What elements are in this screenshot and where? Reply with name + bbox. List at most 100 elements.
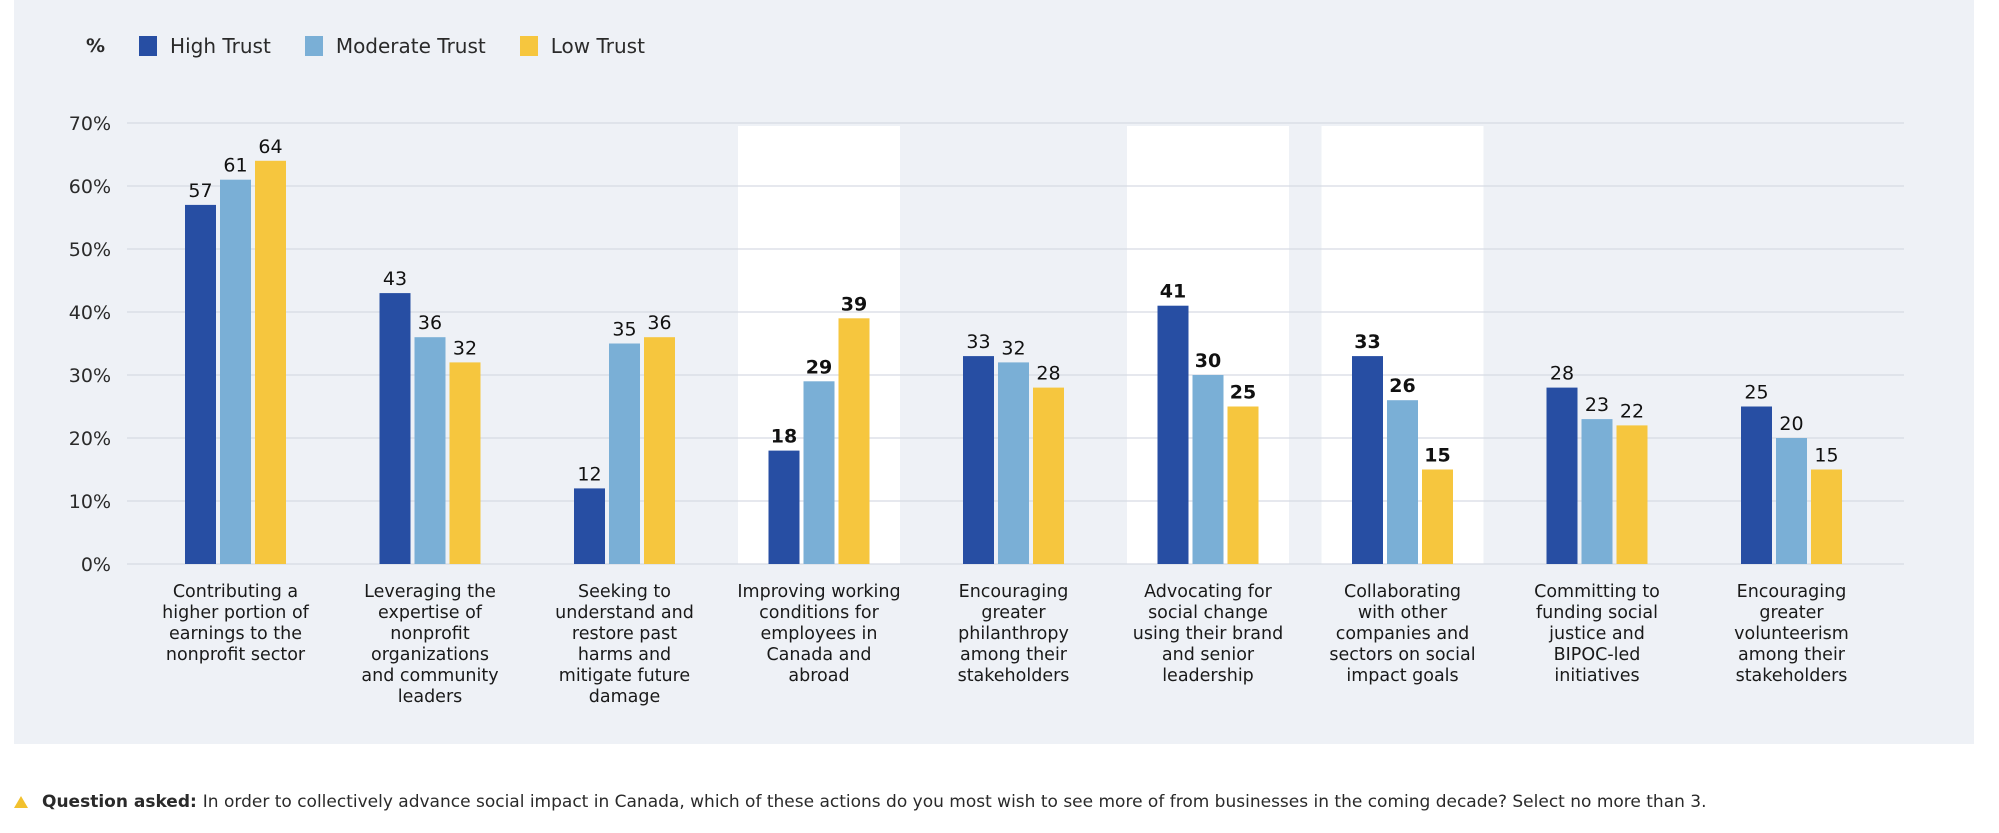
value-label-moderate-0: 61	[223, 155, 247, 177]
category-label-4: Encouraging greater philanthropy among thei…	[958, 582, 1070, 686]
value-label-high-6: 33	[1354, 331, 1380, 353]
value-label-moderate-5: 30	[1195, 350, 1221, 372]
legend-item-high-trust: High Trust	[139, 34, 271, 58]
value-label-moderate-4: 32	[1001, 337, 1025, 359]
category-label-line: Contributing a	[173, 582, 298, 602]
question-label: Question asked:	[42, 792, 197, 812]
category-label-line: conditions for	[759, 603, 879, 623]
category-label-line: nonprofit sector	[166, 645, 306, 665]
category-label-0: Contributing a higher portion of earnings …	[162, 582, 309, 665]
category-label-line: using their brand	[1133, 624, 1283, 644]
category-label-line: stakeholders	[958, 666, 1070, 686]
category-label-line: leaders	[398, 687, 463, 707]
bar-moderate-5	[1192, 375, 1224, 564]
value-label-moderate-2: 35	[612, 319, 636, 341]
value-label-low-6: 15	[1424, 445, 1450, 467]
value-label-high-0: 57	[188, 180, 212, 202]
category-label-line: restore past	[572, 624, 677, 644]
bar-low-4	[1033, 387, 1064, 564]
y-tick-label: 30%	[69, 365, 111, 387]
bar-high-8	[1741, 406, 1772, 564]
category-label-line: damage	[589, 687, 660, 707]
bar-moderate-0	[220, 179, 251, 564]
category-label-line: employees in	[760, 624, 877, 644]
category-label-line: justice and	[1548, 624, 1645, 644]
category-label-line: abroad	[788, 666, 849, 686]
legend-item-low-trust: Low Trust	[519, 34, 645, 58]
bar-low-3	[838, 318, 870, 564]
category-label-line: Encouraging	[959, 582, 1069, 602]
category-label-line: Advocating for	[1144, 582, 1273, 602]
bar-high-7	[1546, 387, 1578, 564]
legend-swatch-high-trust	[139, 36, 158, 56]
bar-moderate-4	[998, 362, 1029, 564]
value-label-moderate-6: 26	[1389, 375, 1415, 397]
value-label-low-3: 39	[841, 293, 867, 315]
bar-moderate-7	[1581, 419, 1613, 564]
category-label-7: Committing to funding social justice and BI…	[1534, 582, 1660, 686]
bar-low-0	[255, 160, 286, 565]
y-tick-label: 70%	[69, 113, 111, 135]
value-label-low-5: 25	[1230, 382, 1256, 404]
question-text: In order to collectively advance social …	[202, 792, 1707, 812]
value-label-high-3: 18	[771, 426, 797, 448]
bar-high-4	[963, 356, 994, 564]
category-label-line: Leveraging the	[364, 582, 496, 602]
category-label-line: sectors on social	[1329, 645, 1475, 665]
value-label-high-7: 28	[1550, 363, 1574, 385]
category-label-line: Committing to	[1534, 582, 1660, 602]
category-label-5: Advocating for social change using their b…	[1133, 582, 1283, 686]
category-label-line: Improving working	[737, 582, 900, 602]
category-label-line: volunteerism	[1734, 624, 1849, 644]
value-label-low-0: 64	[258, 136, 282, 158]
legend-unit: %	[86, 35, 106, 57]
category-label-6: Collaborating with other companies and sect…	[1329, 582, 1475, 686]
bar-moderate-1	[414, 337, 446, 564]
bar-high-3	[768, 450, 800, 564]
bar-low-7	[1616, 425, 1648, 564]
legend-label-moderate-trust: Moderate Trust	[335, 34, 486, 58]
y-tick-label: 10%	[69, 491, 111, 513]
category-label-line: mitigate future	[559, 666, 690, 686]
bar-high-6	[1352, 356, 1383, 564]
bar-high-2	[574, 488, 605, 564]
value-label-moderate-1: 36	[418, 312, 442, 334]
category-label-line: earnings to the	[169, 624, 302, 644]
bar-high-5	[1157, 305, 1189, 564]
bar-high-0	[185, 204, 216, 564]
category-label-8: Encouraging greater volunteerism among thei…	[1734, 582, 1849, 686]
bar-moderate-2	[609, 343, 640, 564]
category-label-line: understand and	[555, 603, 694, 623]
y-tick-label: 20%	[69, 428, 111, 450]
category-label-line: stakeholders	[1736, 666, 1848, 686]
category-label-line: Collaborating	[1344, 582, 1461, 602]
category-label-line: leadership	[1162, 666, 1254, 686]
category-label-line: initiatives	[1554, 666, 1639, 686]
bar-moderate-3	[803, 381, 835, 564]
legend-label-low-trust: Low Trust	[550, 34, 645, 58]
value-label-low-8: 15	[1814, 445, 1838, 467]
value-label-high-4: 33	[966, 331, 990, 353]
category-label-line: nonprofit	[390, 624, 470, 644]
value-label-low-7: 22	[1620, 400, 1644, 422]
category-label-1: Leveraging the expertise of nonprofit organ…	[361, 582, 498, 707]
value-label-high-5: 41	[1160, 281, 1186, 303]
category-label-line: organizations	[371, 645, 489, 665]
category-label-line: companies and	[1336, 624, 1470, 644]
bar-low-1	[449, 362, 481, 564]
value-label-low-1: 32	[453, 337, 477, 359]
category-label-line: and community	[361, 666, 498, 686]
bar-chart: 0% 10% 20% 30% 40% 50% 60% 70% 57 43 12 18 33 41 33 28 2…	[69, 113, 1904, 707]
category-label-line: social change	[1148, 603, 1268, 623]
category-label-line: with other	[1358, 603, 1448, 623]
category-label-line: BIPOC-led	[1554, 645, 1641, 665]
value-label-high-2: 12	[577, 463, 601, 485]
y-tick-label: 60%	[69, 176, 111, 198]
bar-low-6	[1422, 469, 1453, 564]
value-label-moderate-8: 20	[1779, 413, 1803, 435]
y-tick-label: 50%	[69, 239, 111, 261]
category-label-line: higher portion of	[162, 603, 309, 623]
legend: % High Trust Moderate Trust Low Trust	[86, 34, 679, 58]
value-label-moderate-3: 29	[806, 356, 832, 378]
category-label-line: among their	[1738, 645, 1846, 665]
